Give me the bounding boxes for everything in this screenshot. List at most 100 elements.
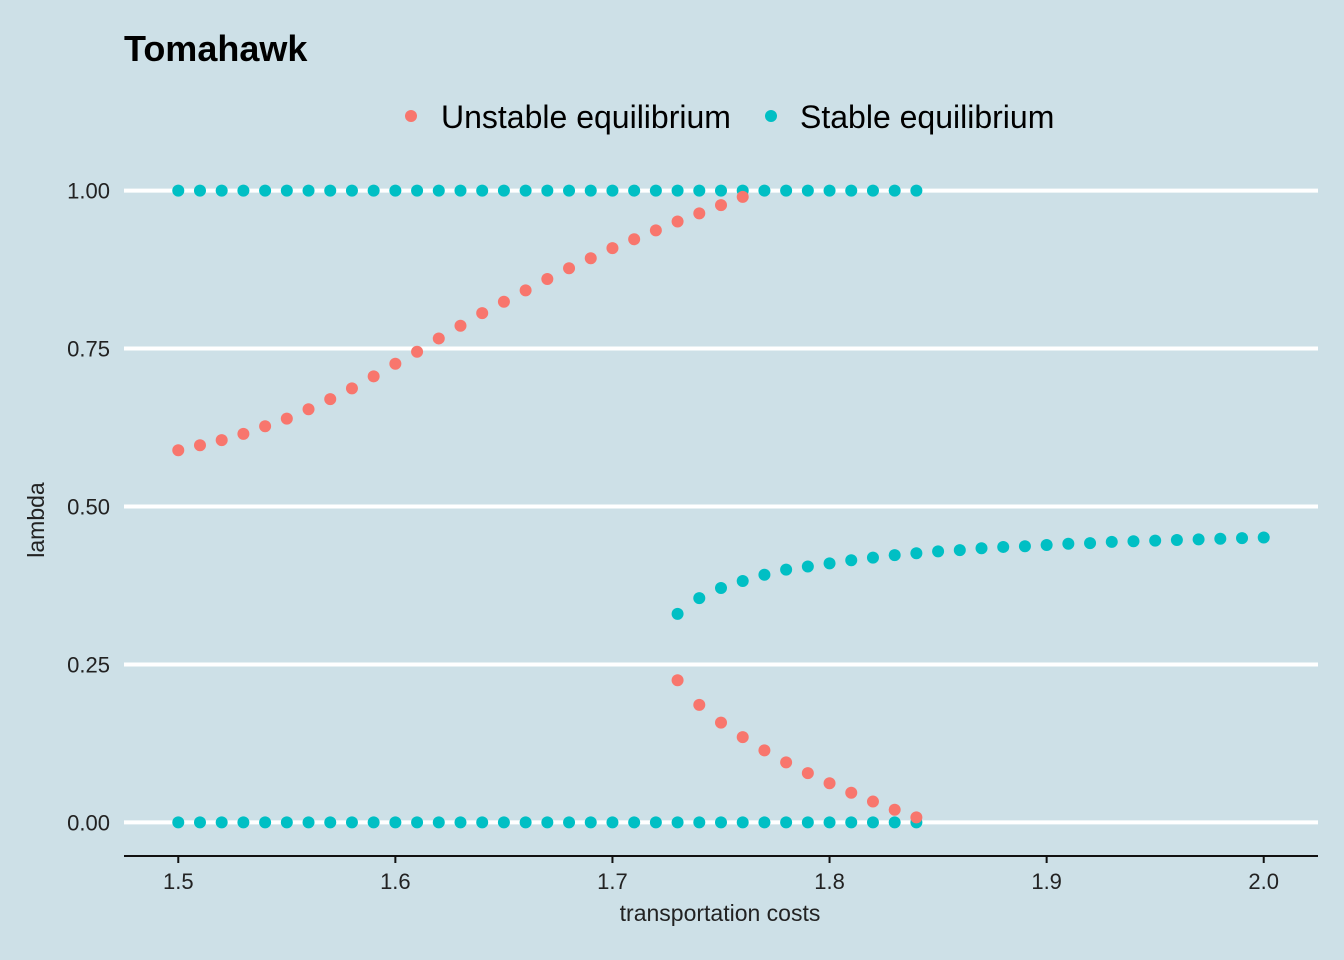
legend-swatch-stable xyxy=(765,110,777,122)
y-axis-label: lambda xyxy=(23,482,49,558)
stable-point xyxy=(1236,532,1249,545)
stable-point xyxy=(628,816,641,829)
stable-point xyxy=(476,816,489,829)
unstable-point xyxy=(302,403,315,416)
unstable-point xyxy=(693,698,706,711)
stable-point xyxy=(432,816,445,829)
y-tick-label: 0.25 xyxy=(67,652,110,677)
stable-point xyxy=(367,816,380,829)
stable-point xyxy=(715,816,727,829)
unstable-point xyxy=(736,190,749,203)
unstable-point xyxy=(215,434,228,447)
stable-point xyxy=(801,560,814,573)
unstable-point xyxy=(497,295,510,308)
x-tick-label: 1.5 xyxy=(163,869,194,894)
stable-point xyxy=(649,816,662,829)
unstable-point xyxy=(280,412,293,425)
stable-point xyxy=(563,816,576,829)
unstable-point xyxy=(715,199,727,212)
stable-point xyxy=(237,816,250,829)
stable-point xyxy=(280,816,293,829)
x-axis: 1.5 1.6 1.7 1.8 1.9 2.0 xyxy=(124,855,1318,894)
stable-point xyxy=(801,184,814,197)
unstable-point xyxy=(758,744,771,757)
unstable-point xyxy=(845,786,858,799)
unstable-point xyxy=(801,767,814,780)
stable-point xyxy=(671,816,684,829)
stable-point xyxy=(1214,532,1227,545)
unstable-point xyxy=(454,319,467,332)
unstable-point xyxy=(367,370,380,383)
stable-point xyxy=(541,816,554,829)
stable-point xyxy=(910,184,923,197)
stable-point xyxy=(866,816,879,829)
unstable-point xyxy=(237,427,250,440)
unstable-point xyxy=(519,284,532,297)
stable-point xyxy=(584,184,597,197)
stable-point xyxy=(193,816,206,829)
unstable-point xyxy=(411,345,424,358)
unstable-point xyxy=(736,731,749,744)
stable-point xyxy=(715,582,727,594)
legend-label-stable: Stable equilibrium xyxy=(800,99,1054,135)
unstable-point xyxy=(823,777,836,790)
unstable-point xyxy=(888,803,901,816)
stable-point xyxy=(693,184,706,197)
stable-point xyxy=(758,568,771,581)
stable-point xyxy=(584,816,597,829)
stable-point xyxy=(454,184,467,197)
stable-point xyxy=(606,816,619,829)
chart-title: Tomahawk xyxy=(124,28,308,69)
stable-point xyxy=(215,184,228,197)
stable-point xyxy=(215,816,228,829)
stable-point xyxy=(302,816,315,829)
unstable-point xyxy=(606,242,619,255)
legend: Unstable equilibrium Stable equilibrium xyxy=(405,99,1054,135)
stable-point xyxy=(259,184,272,197)
stable-point xyxy=(1105,535,1118,548)
stable-point xyxy=(411,184,424,197)
x-tick-label: 1.9 xyxy=(1031,869,1062,894)
stable-point xyxy=(715,184,727,197)
stable-point xyxy=(519,184,532,197)
stable-point xyxy=(780,184,793,197)
stable-point xyxy=(497,816,510,829)
stable-point xyxy=(866,551,879,564)
stable-point xyxy=(649,184,662,197)
stable-point xyxy=(324,184,337,197)
stable-point xyxy=(975,542,988,555)
stable-point xyxy=(823,184,836,197)
stable-point xyxy=(693,592,706,605)
stable-point xyxy=(736,816,749,829)
unstable-point xyxy=(172,444,185,457)
x-tick-label: 1.6 xyxy=(380,869,411,894)
unstable-point xyxy=(345,382,358,395)
unstable-point xyxy=(584,252,597,265)
stable-point xyxy=(324,816,337,829)
stable-point xyxy=(671,184,684,197)
stable-point xyxy=(345,816,358,829)
unstable-point xyxy=(693,207,706,220)
stable-point xyxy=(953,544,966,557)
legend-swatch-unstable xyxy=(405,110,417,122)
stable-point xyxy=(411,816,424,829)
unstable-point xyxy=(193,439,206,452)
stable-point xyxy=(259,816,272,829)
stable-point xyxy=(193,184,206,197)
stable-point xyxy=(1084,537,1097,550)
stable-point xyxy=(736,575,749,588)
x-tick-label: 2.0 xyxy=(1248,869,1279,894)
stable-point xyxy=(1149,534,1162,547)
y-tick-label: 1.00 xyxy=(67,179,110,204)
unstable-point xyxy=(649,224,662,237)
stable-point xyxy=(845,184,858,197)
unstable-point xyxy=(259,420,272,433)
unstable-point xyxy=(628,233,641,246)
unstable-point xyxy=(866,795,879,808)
stable-point xyxy=(389,816,402,829)
x-axis-label: transportation costs xyxy=(620,900,821,926)
stable-point xyxy=(1257,531,1270,544)
stable-point xyxy=(888,549,901,562)
stable-point xyxy=(823,816,836,829)
